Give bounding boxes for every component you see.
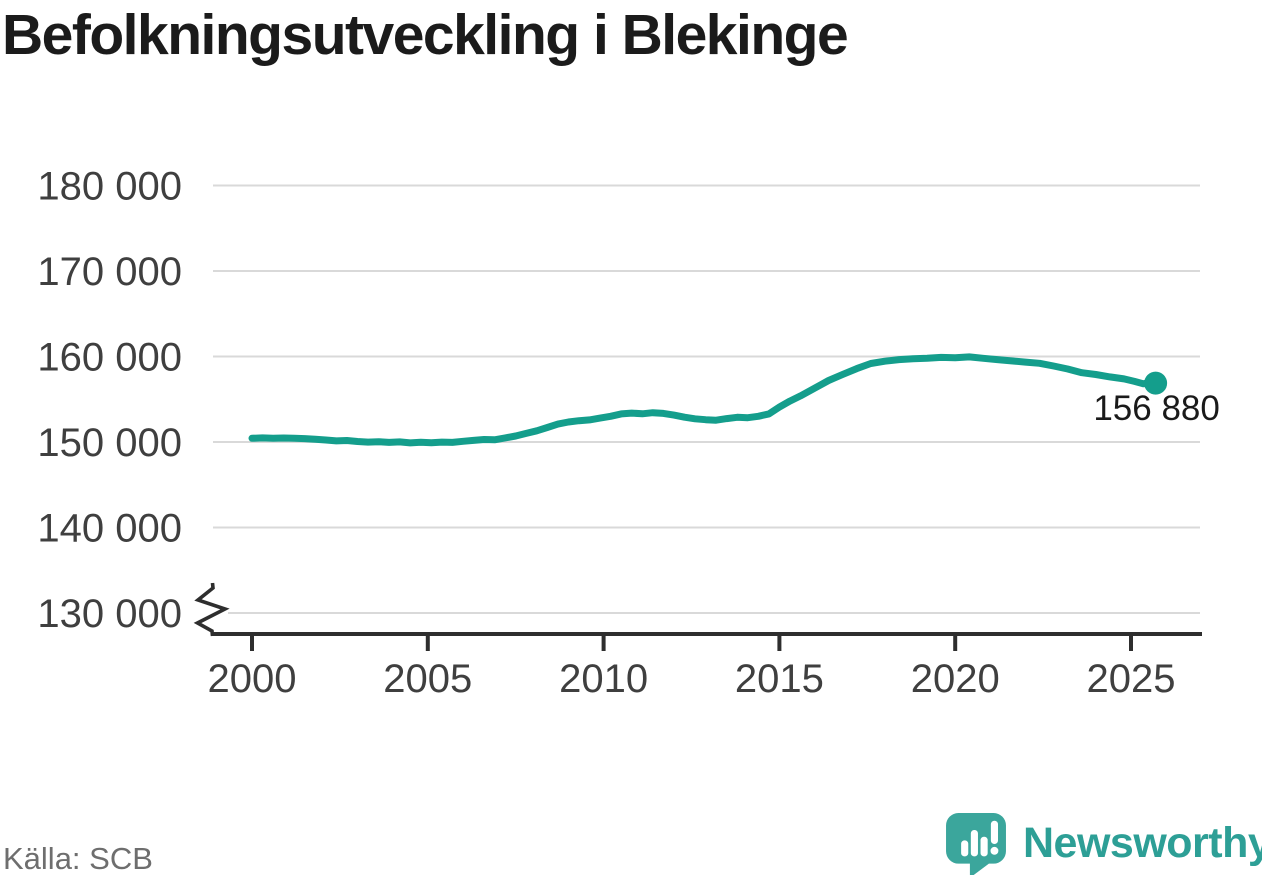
bar-short — [961, 840, 969, 857]
y-tick-label: 140 000 — [37, 507, 182, 551]
newsworthy-wordmark: Newsworthy — [1023, 819, 1262, 867]
newsworthy-bubble-chart-icon — [946, 813, 1006, 875]
bar-tall — [970, 830, 978, 857]
gridlines: 180 000 170 000 160 000 150 000 140 000 130 0… — [37, 165, 1200, 636]
x-tick-label: 2000 — [208, 657, 297, 701]
y-tick-label: 160 000 — [37, 336, 182, 380]
end-dot — [1144, 371, 1168, 395]
x-tick-label: 2010 — [559, 657, 648, 701]
bar-medium — [980, 836, 988, 857]
x-tick-label: 2025 — [1087, 657, 1176, 701]
series-line — [248, 353, 1160, 447]
y-tick-label: 180 000 — [37, 165, 182, 209]
x-ticks: 2000 2005 2010 2015 2020 2025 — [208, 636, 1176, 701]
axis-break-icon — [193, 582, 230, 637]
exclamation-dot — [990, 846, 999, 855]
y-tick-label: 130 000 — [37, 592, 182, 636]
exclamation-bar — [990, 820, 999, 844]
y-tick-label: 170 000 — [37, 250, 182, 294]
x-tick-label: 2005 — [383, 657, 472, 701]
source-note: Källa: SCB — [3, 841, 153, 876]
end-value-label: 156 880 — [1093, 389, 1220, 428]
x-tick-label: 2015 — [735, 657, 824, 701]
page-title: Befolkningsutveckling i Blekinge — [2, 3, 849, 67]
newsworthy-logo: Newsworthy — [946, 813, 1262, 875]
y-tick-label: 150 000 — [37, 421, 182, 465]
series-layer: 156 880 — [248, 353, 1220, 447]
x-tick-label: 2020 — [911, 657, 1000, 701]
